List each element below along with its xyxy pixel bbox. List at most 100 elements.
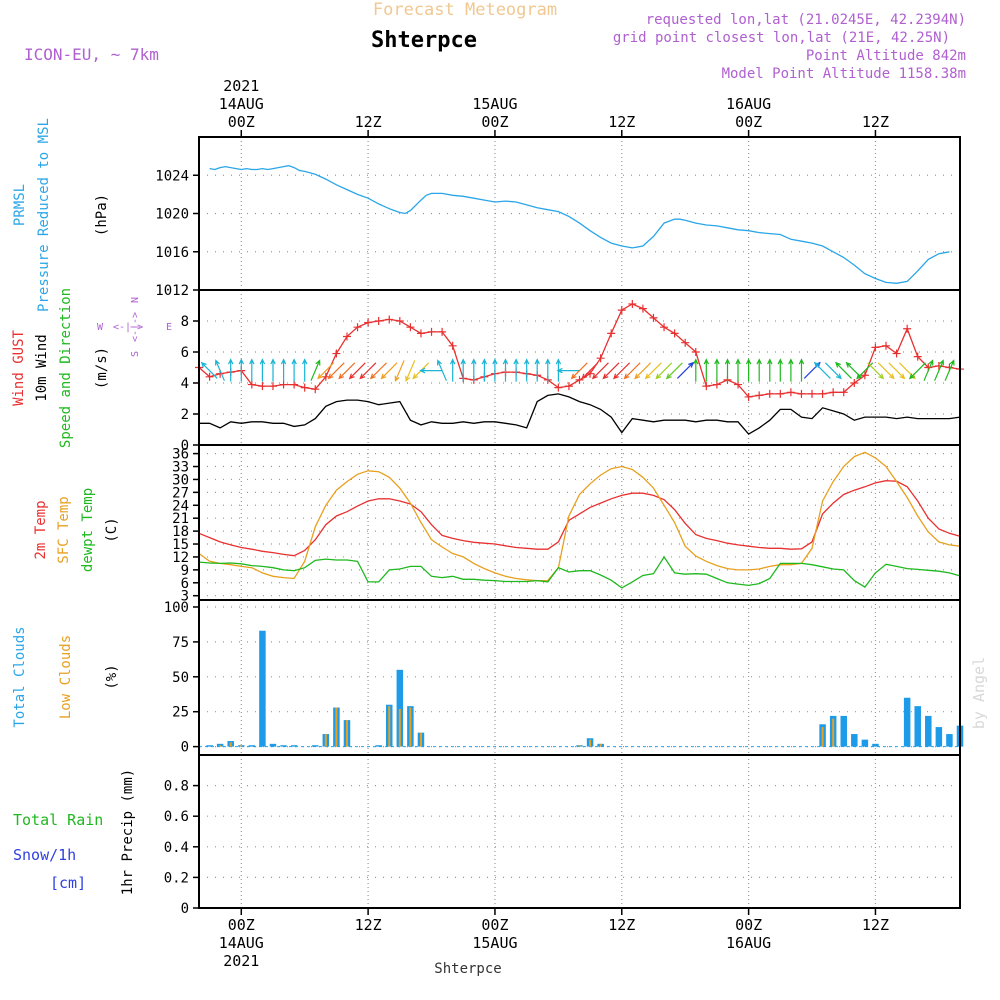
wind-arrow <box>310 359 321 381</box>
wind-wind-gust-marker <box>607 329 616 338</box>
wind-wind-gust-marker <box>744 392 753 401</box>
wind-arrow <box>238 358 245 382</box>
wind-wind-gust-marker <box>321 372 330 381</box>
wind-arrow <box>581 362 599 380</box>
wind-arrow <box>481 358 488 382</box>
wind-wind-gust-marker <box>268 382 277 391</box>
clouds-ytick-label: 0 <box>181 740 189 756</box>
precip-legend-snow-unit: [cm] <box>50 874 86 892</box>
clouds-bar-total <box>396 669 404 747</box>
wind-arrow <box>745 358 752 382</box>
wind-wind-gust-marker <box>628 299 637 308</box>
wind-arrow <box>227 358 234 382</box>
wind-ylabel-speed-dir: Speed and Direction <box>58 288 74 448</box>
wind-arrow <box>270 358 276 382</box>
model-altitude: Model Point Altitude 1158.38m <box>722 66 966 82</box>
wind-arrow <box>338 362 356 380</box>
wind-wind-gust-marker <box>797 389 806 398</box>
temperature-ytick-label: 3 <box>181 589 189 605</box>
wind-arrow <box>813 361 831 379</box>
wind-arrow <box>735 358 741 382</box>
bottom-tick-label: 12Z <box>862 916 889 934</box>
wind-wind-gust-marker <box>660 323 669 332</box>
wind-arrow <box>591 362 609 380</box>
clouds-unit: (%) <box>104 664 120 689</box>
temperature-sfc-temp-line <box>198 451 961 582</box>
wind-wind-gust-marker <box>734 380 743 389</box>
wind-arrow <box>556 367 580 374</box>
wind-arrow <box>534 358 540 382</box>
location-title: Shterpce <box>371 28 477 53</box>
clouds-bar-total <box>269 743 277 747</box>
wind-arrow <box>369 362 387 380</box>
wind-arrow <box>934 359 944 381</box>
wind-wind-gust-marker <box>638 304 647 313</box>
top-tick-label: 00Z <box>228 113 255 131</box>
clouds-ylabel-low: Low Clouds <box>58 635 74 719</box>
wind-wind-gust-marker <box>438 327 447 336</box>
temperature-ytick-label: 30 <box>172 472 189 488</box>
bottom-tick-label: 12Z <box>608 916 635 934</box>
wind-wind-gust-marker <box>829 388 838 397</box>
clouds-bar-low <box>324 734 327 747</box>
wind-wind-gust-marker <box>258 382 267 391</box>
wind-ytick-label: 8 <box>181 314 189 330</box>
top-tick-label: 12Z <box>355 113 382 131</box>
precip-frame <box>198 754 961 909</box>
top-tick-label: 12Z <box>608 113 635 131</box>
wind-arrow <box>394 360 405 382</box>
wind-wind-gust-marker <box>596 354 605 363</box>
clouds-bar-total <box>914 706 921 747</box>
temperature-frame <box>198 444 961 601</box>
panel-wind: 0 2 4 6 8 <box>181 289 964 454</box>
wind-arrow <box>545 358 551 382</box>
wind-wind-gust-marker <box>839 388 848 397</box>
temperature-ytick-label: 9 <box>181 563 189 579</box>
wind-arrow <box>756 358 762 382</box>
wind-arrow <box>570 362 588 380</box>
clouds-bar-total <box>872 743 879 747</box>
wind-arrow <box>665 362 683 380</box>
precip-legend-total-rain: Total Rain <box>13 811 103 829</box>
point-altitude: Point Altitude 842m <box>806 48 966 64</box>
pressure-line <box>209 165 950 284</box>
model-label: ICON-EU, ~ 7km <box>24 45 159 64</box>
wind-frame <box>198 289 961 446</box>
clouds-ytick-label: 50 <box>172 670 189 686</box>
wind-arrow <box>460 358 466 382</box>
clouds-bar-total <box>946 734 953 747</box>
clouds-bar-low <box>599 743 602 747</box>
clouds-bar-total <box>280 745 287 747</box>
wind-arrow <box>767 358 773 382</box>
clouds-bar-total <box>290 745 298 747</box>
wind-arrow <box>877 362 895 380</box>
wind-arrow <box>419 367 443 374</box>
top-tick-label: 12Z <box>862 113 889 131</box>
bottom-tick-label: 00Z <box>481 916 508 934</box>
clouds-bar-low <box>589 739 592 747</box>
wind-wind-gust-marker <box>691 348 700 356</box>
wind-arrow <box>513 358 519 382</box>
clouds-bar-low <box>832 718 835 747</box>
wind-arrow <box>359 362 377 380</box>
bottom-tick-label: 12Z <box>355 916 382 934</box>
wind-wind-gust-marker <box>300 383 309 392</box>
wind-ytick-label: 0 <box>181 438 189 454</box>
clouds-ylabel-total: Total Clouds <box>12 626 28 727</box>
wind-wind-gust-marker <box>416 329 425 338</box>
temperature-ytick-label: 27 <box>172 485 189 501</box>
panel-precip: 0 0.2 0.4 0.6 0.8 <box>164 754 961 917</box>
pressure-ylabel: PRMSL Pressure Reduced to MSL (hPa) <box>12 118 110 312</box>
wind-arrow <box>317 362 335 380</box>
wind-arrow <box>676 361 694 379</box>
wind-arrow <box>824 362 842 380</box>
wind-arrow <box>301 358 308 382</box>
top-tick-label: 00Z <box>735 113 762 131</box>
wind-arrow <box>523 358 530 382</box>
wind-ylabel-gust: Wind GUST <box>11 330 27 406</box>
wind-wind-gust-marker <box>681 338 690 347</box>
wind-arrow <box>492 358 498 382</box>
wind-ytick-label: 2 <box>181 407 189 423</box>
clouds-bar-low <box>419 732 422 747</box>
